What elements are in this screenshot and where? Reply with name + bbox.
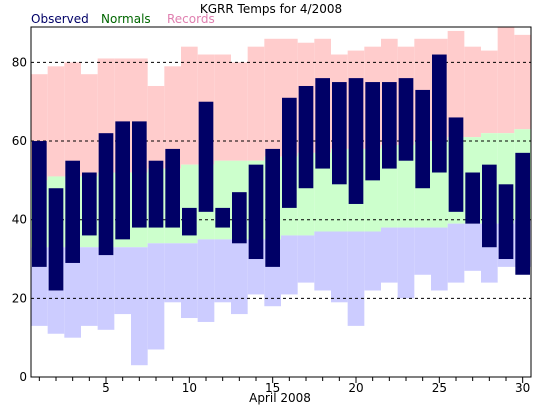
plot-area: 5 10 15 20 25 30 0 20 40 60 80 (12, 26, 532, 395)
plot-frame (30, 26, 532, 378)
x-axis-ticks: 5 10 15 20 25 30 (38, 377, 530, 395)
observed-bars (32, 54, 530, 291)
record-low-band (164, 243, 181, 303)
record-high-band (64, 62, 81, 177)
observed-bar (348, 78, 364, 204)
record-low-band (347, 231, 365, 326)
x-tick-label: 30 (515, 381, 530, 395)
record-low-band (281, 235, 298, 295)
gridlines (31, 61, 531, 299)
observed-bar (498, 184, 514, 260)
chart-title: KGRR Temps for 4/2008 (200, 2, 342, 16)
record-high-band (247, 46, 265, 161)
normal-band (397, 144, 415, 228)
observed-bar (248, 164, 264, 260)
record-low-band (181, 243, 198, 319)
record-high-band (481, 50, 498, 134)
normal-band (314, 152, 331, 232)
observed-bar (132, 121, 147, 228)
record-high-band (497, 27, 515, 134)
observed-bar (165, 148, 180, 228)
observed-bar (332, 82, 347, 185)
observed-bar (282, 97, 297, 208)
observed-bar (465, 172, 480, 224)
observed-bar (148, 160, 164, 228)
record-high-band (464, 46, 481, 138)
record-low-band (64, 247, 81, 338)
y-tick-label: 0 (19, 370, 27, 384)
record-high-band (164, 66, 181, 169)
observed-bar (365, 82, 380, 181)
record-high-band (81, 74, 98, 177)
legend-normals: Normals (101, 12, 151, 26)
x-tick-label: 20 (348, 381, 363, 395)
observed-bar (32, 141, 47, 267)
record-low-band (147, 243, 165, 350)
x-tick-label: 25 (432, 381, 447, 395)
observed-bar (448, 117, 464, 212)
record-high-band (231, 62, 248, 161)
observed-bar (398, 78, 414, 161)
record-low-band (381, 227, 398, 283)
record-high-band (181, 46, 198, 165)
observed-bar (432, 54, 447, 173)
record-low-band (81, 247, 98, 326)
legend-observed: Observed (31, 12, 89, 26)
record-low-band (331, 231, 348, 303)
record-high-band (264, 38, 281, 157)
y-axis-ticks: 0 20 40 60 80 (12, 55, 27, 384)
record-low-band (314, 231, 331, 291)
observed-bar (198, 101, 214, 212)
observed-bar (382, 82, 397, 169)
record-low-band (397, 227, 415, 299)
observed-bar (65, 160, 80, 263)
record-low-band (114, 247, 131, 315)
x-tick-label: 5 (102, 381, 110, 395)
record-high-band (214, 54, 231, 161)
record-high-band (447, 30, 465, 138)
record-high-band (147, 85, 165, 169)
record-high-band (47, 66, 65, 177)
record-low-band (414, 227, 431, 275)
x-axis-label: April 2008 (249, 391, 311, 405)
record-low-band (464, 223, 481, 271)
record-low-band (231, 239, 248, 315)
record-low-band (431, 227, 448, 291)
y-tick-label: 80 (12, 55, 27, 69)
x-tick-label: 15 (265, 381, 280, 395)
observed-bar (182, 207, 197, 236)
record-low-band (364, 231, 381, 291)
record-low-band (197, 239, 215, 322)
record-low-band (297, 235, 315, 283)
record-low-band (97, 247, 115, 330)
observed-bar (415, 89, 430, 189)
observed-bar (265, 148, 280, 267)
legend-records: Records (167, 12, 215, 26)
record-low-band (214, 239, 231, 303)
observed-bar (98, 133, 114, 256)
x-tick-label: 10 (182, 381, 197, 395)
observed-bar (232, 192, 247, 244)
y-tick-label: 40 (12, 213, 27, 227)
observed-bar (115, 121, 130, 240)
observed-bar (82, 172, 97, 236)
observed-bar (315, 78, 330, 169)
observed-bar (48, 188, 64, 291)
record-high-band (514, 34, 531, 130)
observed-bar (482, 164, 497, 248)
observed-bar (515, 152, 530, 275)
observed-bar (298, 85, 314, 189)
y-tick-label: 60 (12, 134, 27, 148)
observed-bar (215, 207, 230, 228)
y-tick-label: 20 (12, 291, 27, 305)
record-low-band (447, 223, 465, 283)
record-low-band (131, 247, 148, 366)
